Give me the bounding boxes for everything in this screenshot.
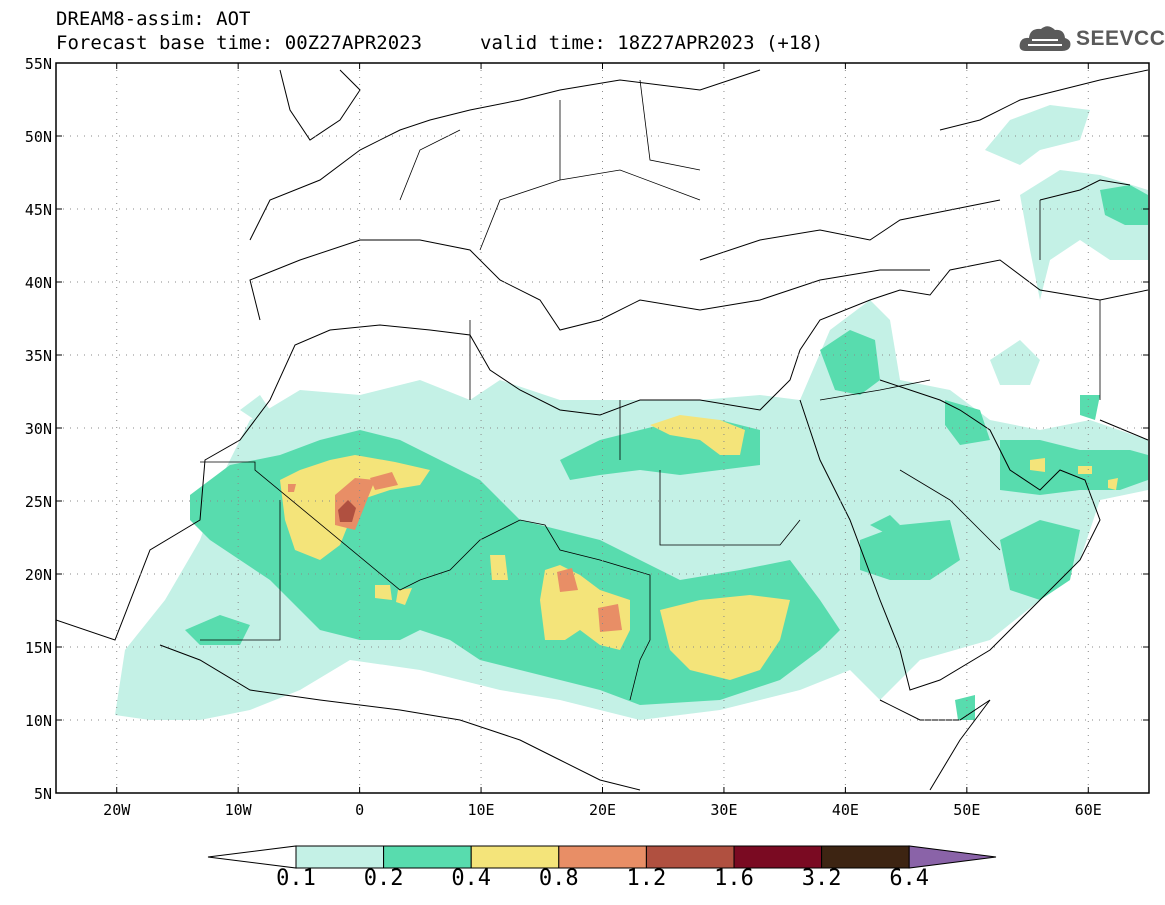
lon-axis: 20W 10W 0 10E 20E 30E 40E 50E 60E bbox=[103, 63, 1102, 819]
colorbar-segment bbox=[733, 845, 823, 869]
colorbar-segment bbox=[295, 845, 385, 869]
graticule bbox=[56, 63, 1149, 793]
colorbar-tick-label: 1.6 bbox=[714, 866, 754, 891]
lon-tick-label: 10W bbox=[225, 801, 253, 819]
colorbar-right-arrow bbox=[908, 845, 997, 869]
colorbar-segment bbox=[645, 845, 735, 869]
colorbar-tick-label: 0.1 bbox=[276, 866, 316, 891]
colorbar-tick-label: 0.2 bbox=[363, 866, 404, 891]
colorbar-tick-label: 1.2 bbox=[626, 866, 667, 891]
lat-tick-label: 30N bbox=[25, 420, 52, 438]
colorbar-tick-label: 3.2 bbox=[801, 866, 842, 891]
colorbar-tick-label: 0.4 bbox=[451, 866, 492, 891]
cloud-logo-icon bbox=[1019, 26, 1071, 51]
lat-tick-label: 20N bbox=[25, 566, 52, 584]
lon-tick-label: 40E bbox=[832, 801, 859, 819]
lon-tick-label: 20W bbox=[103, 801, 131, 819]
lat-tick-label: 40N bbox=[25, 274, 52, 292]
lon-tick-label: 60E bbox=[1075, 801, 1102, 819]
colorbar bbox=[207, 845, 997, 869]
colorbar-tick-label: 0.8 bbox=[538, 866, 579, 891]
lon-tick-label: 20E bbox=[589, 801, 616, 819]
lat-tick-label: 5N bbox=[34, 785, 52, 803]
colorbar-segment bbox=[470, 845, 560, 869]
valid-time-label: valid time: 18Z27APR2023 (+18) bbox=[480, 32, 824, 54]
lat-tick-label: 50N bbox=[25, 128, 52, 146]
lon-tick-label: 50E bbox=[953, 801, 980, 819]
lat-axis: 5N 10N 15N 20N 25N 30N 35N 40N 45N 50N 55N bbox=[25, 55, 1149, 803]
base-time-label: Forecast base time: 00Z27APR2023 bbox=[56, 32, 423, 54]
coastlines bbox=[56, 69, 1149, 791]
colorbar-segment bbox=[558, 845, 647, 869]
lat-tick-label: 10N bbox=[25, 712, 52, 730]
lat-tick-label: 55N bbox=[25, 55, 52, 73]
colorbar-segment bbox=[821, 845, 910, 869]
colorbar-left-arrow bbox=[207, 845, 297, 869]
aot-field bbox=[115, 105, 1148, 720]
seevccc-logo: SEEVCCC bbox=[1018, 22, 1165, 56]
lat-tick-label: 35N bbox=[25, 347, 52, 365]
lat-tick-label: 15N bbox=[25, 639, 52, 657]
lon-tick-label: 10E bbox=[468, 801, 495, 819]
lon-tick-label: 30E bbox=[710, 801, 737, 819]
colorbar-tick-label: 6.4 bbox=[889, 866, 930, 891]
title-line: DREAM8-assim: AOT bbox=[56, 8, 251, 30]
logo-text: SEEVCCC bbox=[1076, 27, 1165, 50]
aot-band-1.2 bbox=[338, 500, 356, 522]
borders bbox=[200, 79, 1101, 701]
colorbar-segment bbox=[383, 845, 472, 869]
lon-tick-label: 0 bbox=[355, 801, 364, 819]
lat-tick-label: 45N bbox=[25, 201, 52, 219]
lat-tick-label: 25N bbox=[25, 493, 52, 511]
